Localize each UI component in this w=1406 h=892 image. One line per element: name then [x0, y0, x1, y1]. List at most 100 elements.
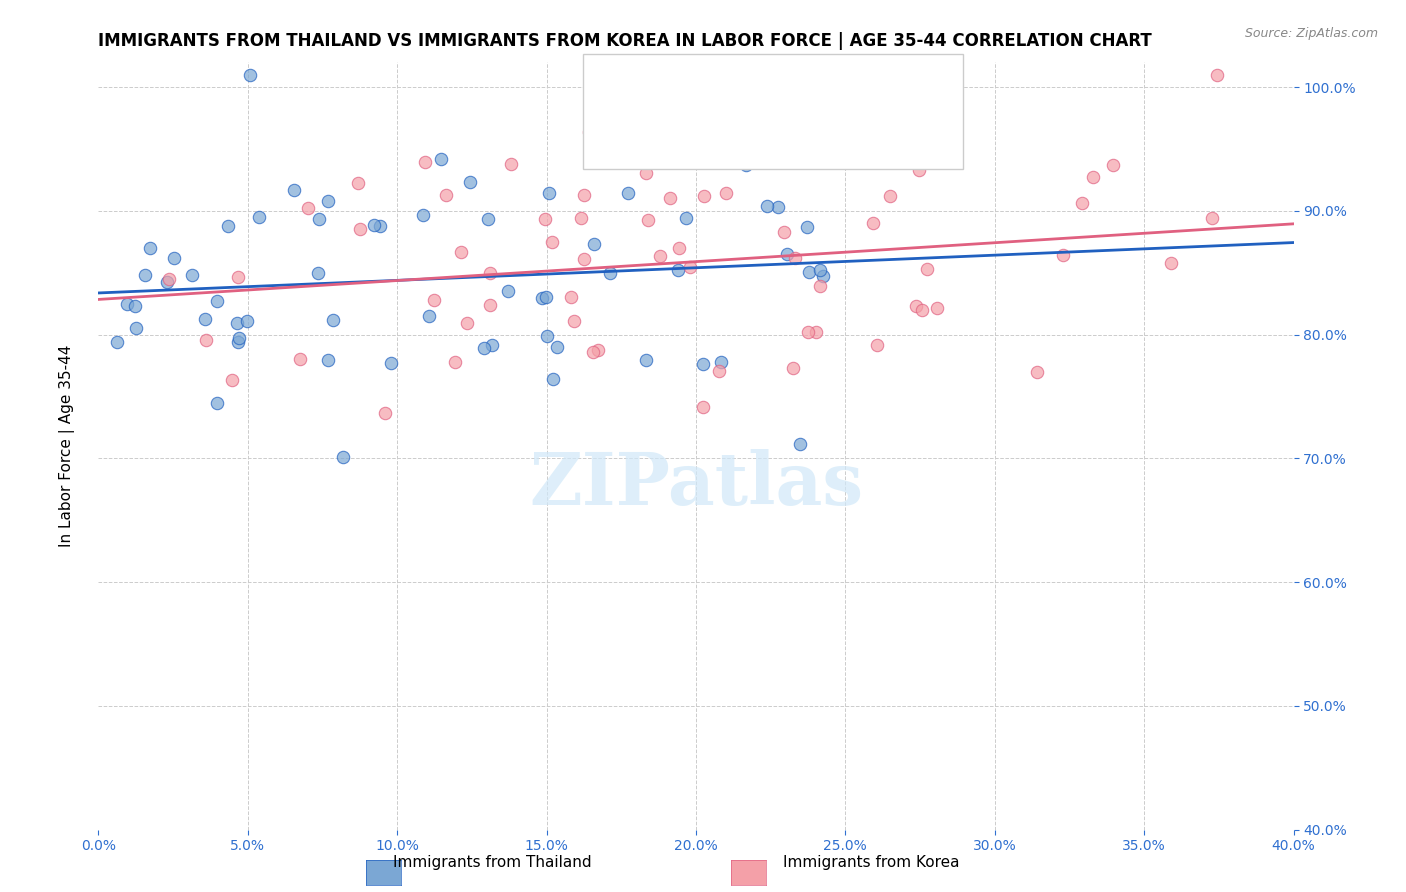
Immigrants from Thailand: [429, 153, 451, 167]
Immigrants from Korea: [782, 360, 804, 375]
Immigrants from Thailand: [105, 335, 128, 350]
Immigrants from Thailand: [675, 211, 697, 226]
Immigrants from Thailand: [283, 183, 305, 197]
Immigrants from Korea: [434, 188, 457, 202]
Immigrants from Korea: [925, 301, 948, 316]
Immigrants from Thailand: [537, 186, 560, 200]
Immigrants from Korea: [679, 260, 702, 275]
Immigrants from Thailand: [756, 199, 779, 213]
Immigrants from Korea: [1052, 248, 1074, 262]
Immigrants from Korea: [634, 166, 657, 180]
Immigrants from Korea: [572, 252, 595, 266]
Immigrants from Thailand: [634, 352, 657, 367]
Immigrants from Korea: [297, 201, 319, 215]
Text: Immigrants from Korea: Immigrants from Korea: [783, 855, 960, 870]
Immigrants from Thailand: [472, 341, 495, 355]
Immigrants from Thailand: [181, 268, 204, 282]
Immigrants from Thailand: [124, 299, 146, 313]
Immigrants from Thailand: [236, 314, 259, 328]
Immigrants from Thailand: [332, 450, 354, 464]
Text: Source: ZipAtlas.com: Source: ZipAtlas.com: [1244, 27, 1378, 40]
Immigrants from Korea: [862, 216, 884, 230]
Immigrants from Korea: [347, 176, 370, 190]
Immigrants from Thailand: [217, 219, 239, 233]
Immigrants from Thailand: [363, 219, 385, 233]
Immigrants from Korea: [423, 293, 446, 307]
Y-axis label: In Labor Force | Age 35-44: In Labor Force | Age 35-44: [59, 345, 75, 547]
Immigrants from Korea: [908, 163, 931, 178]
Immigrants from Korea: [1160, 256, 1182, 270]
Immigrants from Korea: [569, 211, 592, 226]
Immigrants from Korea: [415, 155, 437, 169]
Immigrants from Thailand: [316, 352, 339, 367]
Immigrants from Korea: [707, 364, 730, 378]
Immigrants from Thailand: [766, 200, 789, 214]
Text: R = 0.364    N = 61: R = 0.364 N = 61: [682, 89, 889, 107]
Immigrants from Korea: [1206, 68, 1229, 82]
Immigrants from Korea: [911, 302, 934, 317]
Immigrants from Thailand: [247, 210, 270, 224]
Immigrants from Thailand: [811, 269, 834, 284]
Immigrants from Thailand: [225, 316, 247, 330]
Text: Immigrants from Thailand: Immigrants from Thailand: [392, 855, 592, 870]
Immigrants from Korea: [450, 245, 472, 260]
Immigrants from Thailand: [322, 313, 344, 327]
Immigrants from Thailand: [228, 331, 250, 345]
Immigrants from Korea: [456, 316, 478, 330]
Immigrants from Thailand: [194, 312, 217, 326]
Text: R = 0.198    N = 60: R = 0.198 N = 60: [682, 132, 889, 150]
Immigrants from Korea: [349, 222, 371, 236]
Immigrants from Korea: [637, 213, 659, 227]
Immigrants from Korea: [541, 235, 564, 249]
Immigrants from Korea: [1081, 170, 1104, 185]
Immigrants from Korea: [578, 125, 600, 139]
Immigrants from Korea: [572, 187, 595, 202]
Immigrants from Korea: [692, 400, 714, 414]
Immigrants from Korea: [905, 299, 928, 313]
Immigrants from Thailand: [796, 219, 818, 234]
Immigrants from Thailand: [617, 186, 640, 200]
Immigrants from Thailand: [125, 321, 148, 335]
Immigrants from Thailand: [692, 357, 714, 371]
Immigrants from Thailand: [481, 338, 503, 352]
Immigrants from Thailand: [734, 158, 756, 172]
Immigrants from Thailand: [776, 247, 799, 261]
Immigrants from Korea: [773, 226, 796, 240]
Immigrants from Thailand: [239, 68, 262, 82]
Immigrants from Thailand: [207, 395, 229, 409]
Immigrants from Korea: [785, 251, 807, 265]
Immigrants from Thailand: [583, 237, 606, 252]
Immigrants from Thailand: [156, 275, 179, 289]
Immigrants from Korea: [581, 344, 603, 359]
Immigrants from Korea: [194, 333, 217, 347]
Immigrants from Korea: [714, 186, 737, 200]
Immigrants from Thailand: [808, 262, 831, 277]
Immigrants from Thailand: [418, 309, 440, 323]
Immigrants from Korea: [479, 266, 502, 280]
Immigrants from Korea: [1201, 211, 1223, 225]
Immigrants from Thailand: [307, 266, 329, 280]
Immigrants from Thailand: [368, 219, 391, 234]
Immigrants from Thailand: [207, 293, 229, 308]
Immigrants from Korea: [650, 249, 672, 263]
Immigrants from Thailand: [139, 241, 162, 255]
Immigrants from Korea: [560, 290, 582, 304]
Immigrants from Thailand: [477, 212, 499, 227]
Immigrants from Thailand: [599, 266, 621, 280]
Immigrants from Thailand: [115, 296, 138, 310]
Immigrants from Korea: [879, 189, 901, 203]
Immigrants from Thailand: [316, 194, 339, 208]
Text: ZIPatlas: ZIPatlas: [529, 449, 863, 520]
Immigrants from Thailand: [797, 264, 820, 278]
Immigrants from Korea: [668, 241, 690, 255]
Immigrants from Korea: [797, 325, 820, 339]
Immigrants from Thailand: [789, 436, 811, 450]
Immigrants from Korea: [915, 262, 938, 277]
Immigrants from Thailand: [534, 290, 557, 304]
Immigrants from Thailand: [531, 291, 554, 305]
Immigrants from Korea: [478, 297, 501, 311]
Immigrants from Korea: [221, 373, 243, 387]
Immigrants from Thailand: [496, 284, 519, 298]
Immigrants from Thailand: [134, 268, 156, 282]
Immigrants from Thailand: [546, 340, 568, 354]
